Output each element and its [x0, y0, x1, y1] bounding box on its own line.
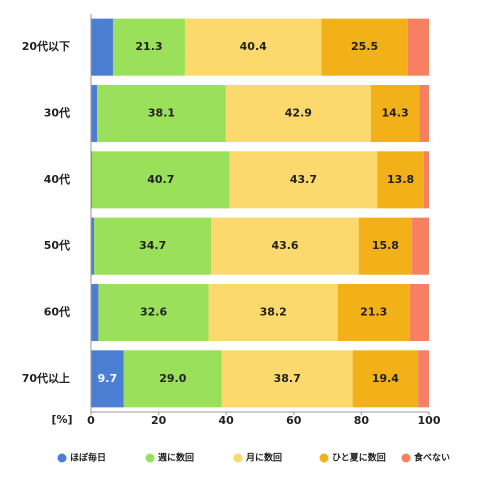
- bar-segment: [412, 217, 429, 275]
- value-label: 42.9: [285, 107, 312, 120]
- value-label: 38.1: [148, 107, 175, 120]
- x-tick-label: 40: [219, 414, 235, 427]
- legend-marker: [57, 453, 67, 463]
- bar-segment: [352, 350, 419, 408]
- bar-segment: [91, 217, 95, 275]
- bar-segment: [221, 350, 353, 408]
- value-label: 34.7: [139, 239, 166, 252]
- bar-segment: [225, 84, 371, 143]
- bar-segment: [208, 283, 338, 342]
- x-tick-label: 100: [418, 414, 441, 427]
- y-tick-label: 20代以下: [22, 39, 70, 53]
- x-tick-label: 60: [286, 414, 302, 427]
- bar-segment: [229, 151, 378, 209]
- value-label: 21.3: [135, 40, 162, 53]
- x-tick-label: 0: [87, 414, 95, 427]
- value-label: 25.5: [351, 40, 378, 53]
- y-tick-label: 50代: [44, 238, 70, 252]
- legend-marker: [319, 453, 329, 463]
- bar-segment: [98, 283, 209, 342]
- bar-segment: [321, 18, 408, 76]
- legend-label: ほぼ毎日: [70, 452, 106, 464]
- bar-segment: [92, 151, 230, 209]
- value-label: 14.3: [381, 107, 408, 120]
- value-label: 43.7: [290, 173, 317, 186]
- y-tick-label: 30代: [44, 106, 70, 120]
- bar-segment: [211, 217, 359, 275]
- bar-segment: [409, 283, 429, 342]
- bar-segment: [91, 283, 99, 342]
- x-axis-label: [%]: [51, 413, 72, 426]
- legend-marker: [233, 453, 243, 463]
- value-label: 13.8: [387, 173, 414, 186]
- value-label: 38.7: [274, 372, 301, 385]
- bar-segment: [123, 350, 222, 408]
- legend-label: ひと夏に数回: [332, 452, 386, 464]
- x-tick-label: 20: [151, 414, 167, 427]
- value-label: 38.2: [260, 306, 287, 319]
- bar-segment: [423, 151, 429, 209]
- value-label: 21.3: [360, 306, 387, 319]
- bar-segment: [377, 151, 424, 209]
- bar-segment: [419, 84, 429, 143]
- value-label: 43.6: [271, 239, 298, 252]
- x-tick-label: 80: [354, 414, 370, 427]
- bar-segment: [91, 18, 113, 76]
- bar-segment: [91, 350, 124, 408]
- legend-label: 週に数回: [158, 452, 194, 464]
- bar-segment: [91, 151, 93, 209]
- y-tick-label: 60代: [44, 305, 70, 319]
- legend-label: 月に数回: [245, 452, 282, 464]
- bar-segment: [97, 84, 226, 143]
- legend-marker: [145, 453, 155, 463]
- legend-label: 食べない: [413, 452, 450, 464]
- bar-segment: [184, 18, 322, 76]
- y-tick-label: 70代以上: [22, 371, 70, 385]
- bar-segment: [407, 18, 429, 76]
- bar-segment: [358, 217, 413, 275]
- bar-segment: [112, 18, 185, 76]
- y-tick-label: 40代: [44, 172, 70, 186]
- bar-segment: [370, 84, 420, 143]
- legend-marker: [401, 453, 411, 463]
- value-label: 32.6: [140, 306, 167, 319]
- bar-segment: [91, 84, 98, 143]
- bar-segment: [418, 350, 429, 408]
- value-label: 40.4: [240, 40, 267, 53]
- value-label: 19.4: [372, 372, 399, 385]
- value-label: 15.8: [372, 239, 399, 252]
- bar-segment: [94, 217, 212, 275]
- value-label: 40.7: [147, 173, 174, 186]
- value-label: 29.0: [159, 372, 186, 385]
- value-label: 9.7: [98, 372, 118, 385]
- bar-segment: [337, 283, 410, 342]
